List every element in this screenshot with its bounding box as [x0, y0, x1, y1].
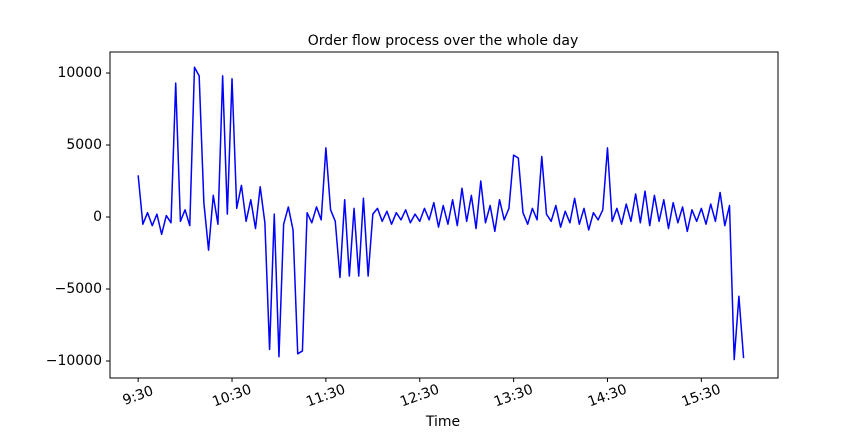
y-tick-label: 0 — [93, 209, 102, 225]
y-tick-label: −10000 — [46, 353, 102, 369]
x-tick-label: 11:30 — [304, 382, 347, 411]
y-tick-label: −5000 — [55, 281, 102, 297]
y-tick-label: 10000 — [57, 65, 102, 81]
x-tick-label: 9:30 — [121, 383, 156, 409]
x-tick-label: 10:30 — [210, 382, 253, 411]
x-tick-label: 13:30 — [492, 382, 535, 411]
y-tick-label: 5000 — [66, 137, 102, 153]
x-tick-label: 12:30 — [398, 382, 441, 411]
x-tick-label: 15:30 — [680, 382, 723, 411]
x-tick-label: 14:30 — [586, 382, 629, 411]
plot-frame — [109, 51, 779, 379]
x-axis-label: Time — [425, 414, 460, 430]
data-line — [137, 66, 745, 361]
chart-title: Order flow process over the whole day — [308, 33, 578, 49]
